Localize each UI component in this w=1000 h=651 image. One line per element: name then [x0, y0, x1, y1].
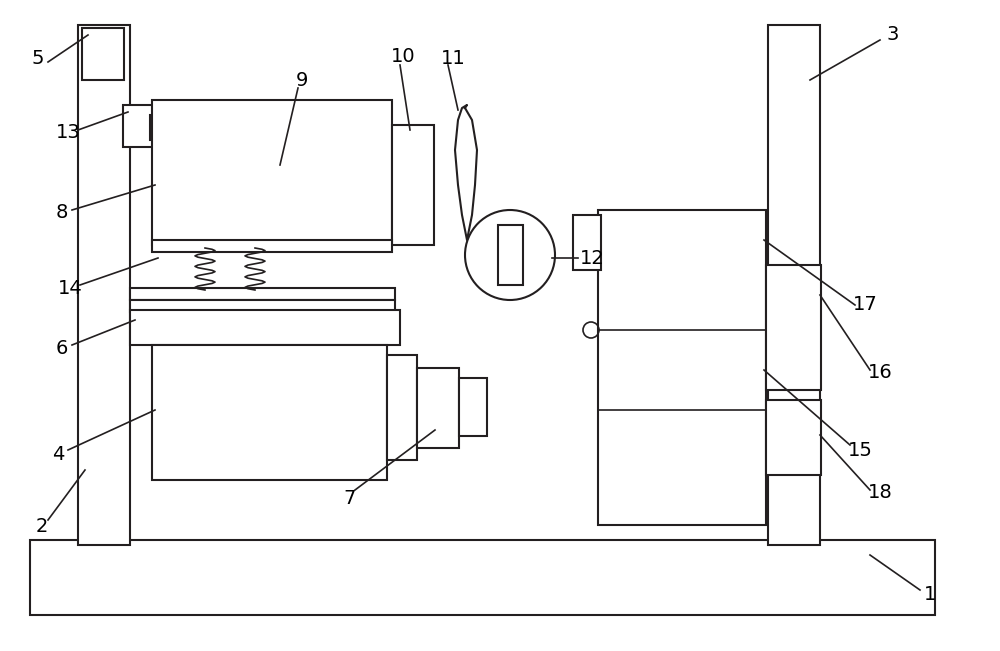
Text: 11: 11: [441, 49, 465, 68]
Text: 10: 10: [391, 48, 415, 66]
Bar: [150, 115, 170, 140]
Text: 8: 8: [56, 204, 68, 223]
Bar: [598, 210, 766, 525]
Text: 1: 1: [924, 585, 936, 605]
Text: 9: 9: [296, 70, 308, 89]
Bar: [417, 368, 459, 448]
Bar: [766, 265, 821, 390]
Text: 16: 16: [868, 363, 892, 383]
Text: 15: 15: [848, 441, 872, 460]
Bar: [152, 240, 392, 252]
Text: 6: 6: [56, 339, 68, 357]
Bar: [498, 225, 523, 285]
Bar: [573, 215, 601, 270]
Bar: [82, 28, 124, 80]
Bar: [152, 100, 392, 245]
Text: 17: 17: [853, 296, 877, 314]
Text: 13: 13: [56, 124, 80, 143]
Text: 12: 12: [580, 249, 604, 268]
Bar: [78, 25, 130, 545]
Bar: [30, 540, 935, 615]
Bar: [768, 25, 820, 545]
Bar: [130, 300, 395, 312]
Text: 3: 3: [887, 25, 899, 44]
Bar: [123, 105, 155, 147]
Text: 7: 7: [344, 488, 356, 508]
Text: 18: 18: [868, 484, 892, 503]
Bar: [152, 345, 387, 480]
Bar: [387, 355, 417, 460]
Bar: [130, 310, 400, 345]
Bar: [392, 125, 434, 245]
Bar: [459, 378, 487, 436]
Text: 4: 4: [52, 445, 64, 465]
Text: 14: 14: [58, 279, 82, 298]
Bar: [766, 400, 821, 475]
Text: 2: 2: [36, 518, 48, 536]
Text: 5: 5: [32, 49, 44, 68]
Bar: [130, 288, 395, 300]
